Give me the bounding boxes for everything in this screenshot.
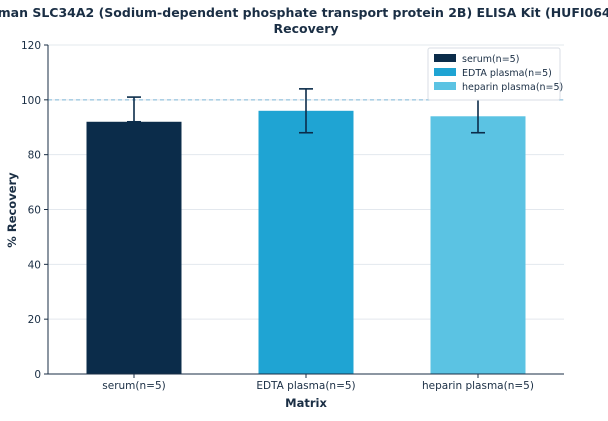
bars	[86, 110, 526, 375]
legend-label-1: EDTA plasma(n=5)	[462, 68, 552, 79]
x-axis-label: Matrix	[285, 396, 327, 410]
legend-label-0: serum(n=5)	[462, 54, 519, 65]
y-axis-label: % Recovery	[5, 172, 19, 248]
y-tick-label-0: 0	[34, 369, 41, 381]
x-tick-label-1: EDTA plasma(n=5)	[256, 380, 355, 392]
chart-subtitle: Recovery	[273, 21, 338, 36]
chart-title: Human SLC34A2 (Sodium-dependent phosphat…	[0, 5, 608, 20]
x-tick-label-2: heparin plasma(n=5)	[422, 380, 534, 392]
legend-label-2: heparin plasma(n=5)	[462, 82, 563, 93]
y-tick-label-80: 80	[28, 150, 41, 162]
x-tick-label-0: serum(n=5)	[102, 380, 165, 392]
legend-swatch-0	[434, 54, 456, 62]
legend-box	[427, 47, 561, 101]
y-ticks: 0 20 40 60 80 100 120	[21, 40, 48, 381]
y-tick-label-40: 40	[28, 259, 41, 271]
bar-1	[258, 110, 354, 375]
y-tick-label-60: 60	[28, 205, 41, 217]
bar-2	[430, 116, 526, 375]
bar-0	[86, 121, 182, 375]
legend-swatch-1	[434, 68, 456, 76]
legend: serum(n=5) EDTA plasma(n=5) heparin plasma…	[427, 47, 563, 101]
y-tick-label-100: 100	[21, 95, 41, 107]
legend-swatch-2	[434, 82, 456, 90]
y-tick-label-120: 120	[21, 40, 41, 52]
x-ticks: serum(n=5) EDTA plasma(n=5) heparin plasma…	[102, 374, 534, 392]
y-tick-label-20: 20	[28, 314, 41, 326]
